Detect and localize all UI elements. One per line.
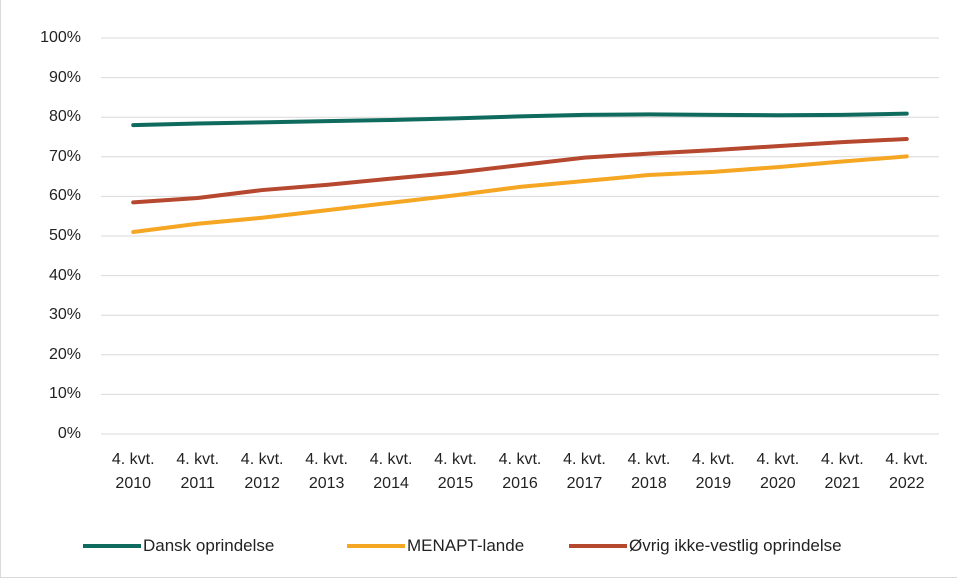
x-tick-label: 4. kvt. 2013: [305, 451, 348, 492]
series-line: [131, 111, 909, 128]
x-tick-label: 4. kvt. 2014: [369, 451, 413, 492]
legend-swatch: [83, 544, 141, 548]
y-tick-label: 0%: [57, 425, 81, 442]
x-tick-label: 4. kvt. 2015: [434, 451, 477, 492]
legend-item: MENAPT-lande: [347, 536, 524, 556]
x-tick-label: 4. kvt. 2011: [176, 451, 220, 492]
y-tick-label: 60%: [48, 187, 81, 205]
legend-label: Øvrig ikke-vestlig oprindelse: [629, 536, 842, 555]
x-tick-label: 4. kvt. 2021: [820, 451, 864, 492]
legend-item: Dansk oprindelse: [83, 536, 274, 556]
y-tick-label: 40%: [48, 266, 81, 284]
y-tick-label: 20%: [48, 345, 81, 363]
x-tick-label: 4. kvt. 2010: [111, 451, 155, 492]
legend-label: MENAPT-lande: [407, 536, 525, 555]
x-tick-label: 4. kvt. 2018: [627, 451, 671, 492]
series-line: [131, 136, 909, 205]
legend-label: Dansk oprindelse: [143, 536, 275, 555]
series-line: [131, 154, 909, 235]
x-tick-label: 4. kvt. 2022: [885, 451, 929, 492]
y-tick-label: 100%: [40, 29, 81, 46]
x-tick-label: 4. kvt. 2012: [240, 451, 284, 492]
legend-swatch: [569, 544, 627, 548]
x-tick-label: 4. kvt. 2020: [756, 451, 800, 492]
y-tick-label: 30%: [48, 306, 81, 324]
legend-item: Øvrig ikke-vestlig oprindelse: [569, 536, 842, 556]
y-tick-label: 10%: [48, 385, 81, 403]
y-tick-label: 80%: [48, 108, 81, 126]
y-tick-label: 70%: [48, 147, 81, 165]
x-tick-label: 4. kvt. 2016: [498, 451, 542, 492]
legend-swatch: [347, 544, 405, 548]
y-tick-label: 90%: [48, 68, 81, 86]
x-tick-label: 4. kvt. 2017: [563, 451, 606, 492]
x-tick-label: 4. kvt. 2019: [692, 451, 735, 492]
y-tick-label: 50%: [48, 227, 81, 244]
